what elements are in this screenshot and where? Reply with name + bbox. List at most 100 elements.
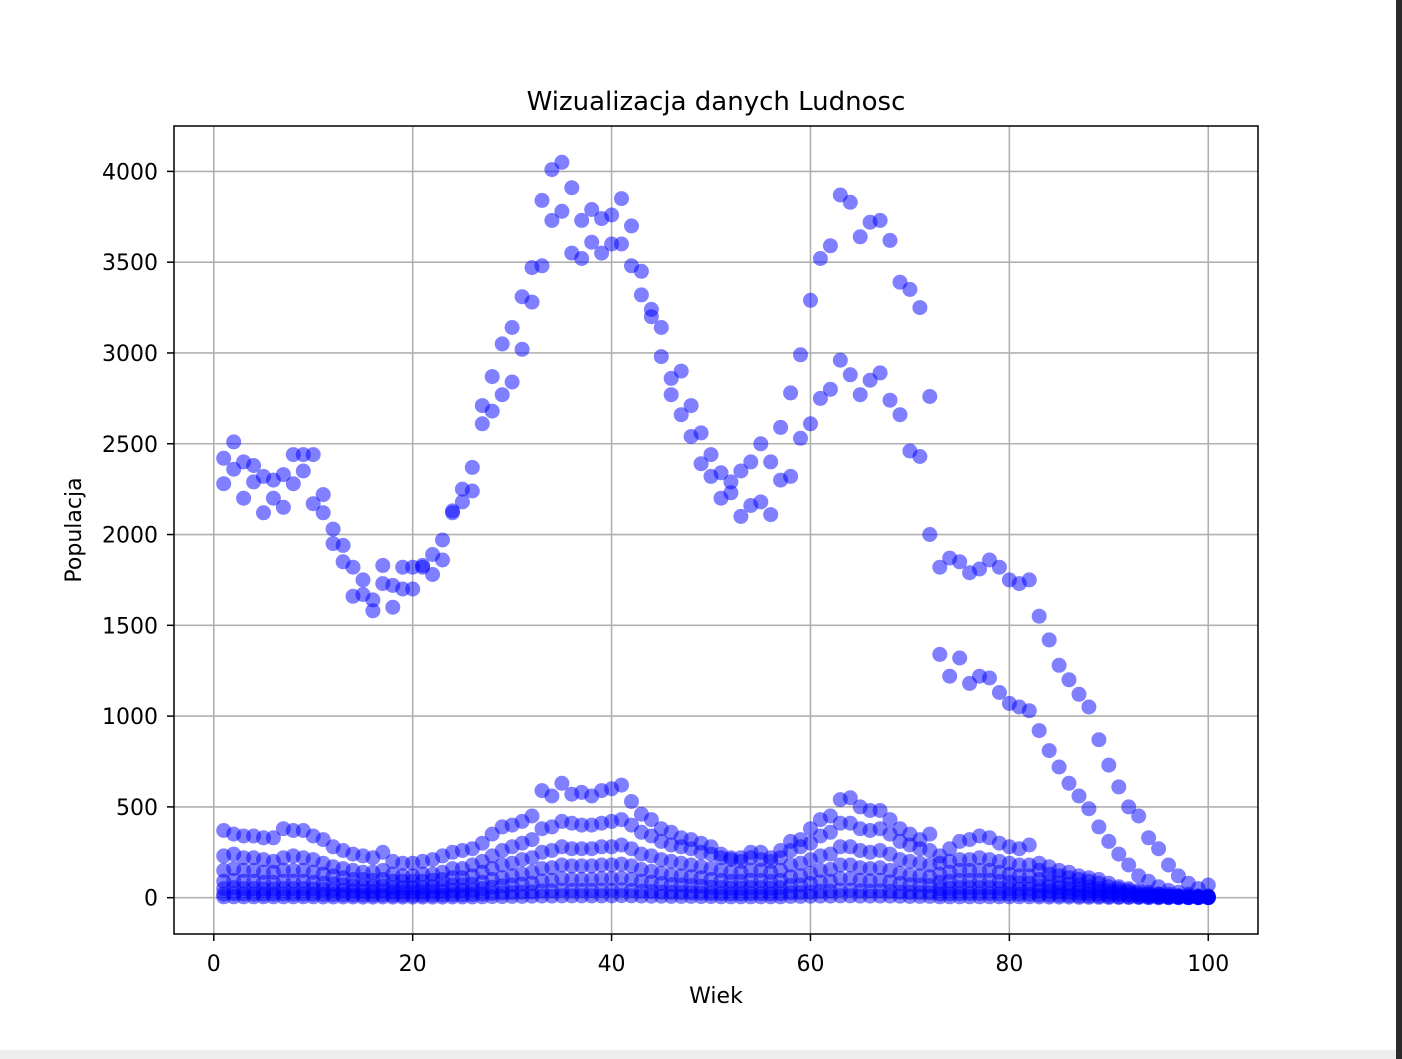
data-point	[325, 521, 341, 537]
data-point	[653, 320, 669, 335]
data-point	[256, 505, 271, 521]
data-point	[882, 812, 898, 828]
data-point	[474, 416, 490, 432]
data-point	[882, 232, 898, 248]
chart-title: Wizualizacja danych Ludnosc	[527, 87, 906, 117]
data-point	[1121, 799, 1137, 815]
data-point	[793, 347, 808, 363]
data-point	[275, 467, 291, 483]
data-point	[624, 794, 639, 809]
data-point	[991, 685, 1007, 700]
data-point	[275, 499, 291, 515]
data-point	[335, 554, 351, 570]
data-point	[375, 557, 391, 573]
data-points	[216, 154, 1216, 906]
data-point	[246, 474, 262, 490]
data-point	[524, 294, 540, 310]
data-point	[643, 812, 659, 828]
data-point	[216, 450, 232, 466]
plot-frame	[173, 125, 1259, 935]
data-point	[534, 258, 550, 274]
data-point	[614, 236, 629, 252]
x-tick-label: 80	[995, 952, 1023, 977]
data-point	[1161, 857, 1176, 873]
data-point	[594, 245, 610, 261]
bottom-strip	[0, 1050, 1396, 1059]
data-point	[753, 436, 769, 452]
y-tick-label: 2000	[102, 524, 158, 549]
x-tick-label: 60	[796, 952, 824, 977]
data-point	[226, 461, 242, 477]
data-point	[226, 434, 242, 450]
data-point	[1200, 877, 1216, 893]
data-point	[773, 419, 789, 435]
data-point	[614, 191, 629, 207]
data-point	[653, 349, 669, 365]
data-point	[1061, 672, 1077, 688]
data-point	[882, 392, 898, 408]
data-point	[534, 192, 550, 208]
data-point	[991, 559, 1007, 575]
data-point	[703, 468, 719, 484]
data-point	[922, 843, 938, 858]
data-point	[315, 487, 331, 503]
data-point	[673, 407, 689, 423]
data-point	[1200, 890, 1216, 906]
data-point	[425, 567, 441, 582]
data-point	[315, 505, 331, 521]
y-tick-label: 1000	[102, 705, 158, 730]
data-point	[783, 468, 799, 484]
data-point	[942, 668, 958, 684]
data-point	[385, 599, 401, 615]
y-tick-label: 2500	[102, 433, 158, 458]
x-tick-label: 100	[1187, 952, 1229, 977]
data-point	[265, 830, 281, 846]
data-point	[693, 456, 709, 472]
data-point	[484, 403, 500, 419]
data-point	[1031, 723, 1047, 739]
data-point	[822, 824, 838, 840]
data-point	[822, 381, 838, 397]
data-point	[822, 238, 838, 254]
data-point	[803, 416, 818, 432]
data-point	[375, 844, 391, 860]
data-point	[1151, 841, 1167, 857]
data-point	[852, 387, 868, 403]
data-point	[454, 494, 470, 510]
data-point	[464, 459, 480, 475]
data-point	[355, 572, 371, 588]
data-point	[1111, 779, 1127, 795]
data-point	[265, 490, 281, 506]
y-tick-label: 0	[144, 887, 158, 912]
data-point	[1131, 808, 1147, 824]
x-tick-label: 0	[207, 952, 221, 977]
data-point	[842, 367, 858, 383]
data-point	[723, 485, 739, 501]
data-point	[643, 309, 659, 325]
data-point	[435, 552, 450, 568]
data-point	[922, 527, 938, 542]
data-point	[236, 490, 252, 506]
data-point	[494, 336, 510, 352]
data-point	[952, 650, 968, 666]
data-point	[922, 826, 938, 842]
data-point	[683, 398, 699, 414]
y-tick-label: 3000	[102, 342, 158, 367]
x-axis-label: Wiek	[689, 984, 743, 1009]
y-tick-label: 3500	[102, 251, 158, 276]
data-point	[504, 320, 520, 335]
data-point	[464, 483, 480, 499]
data-point	[474, 835, 490, 851]
data-point	[1051, 759, 1067, 775]
data-point	[952, 554, 968, 570]
data-point	[325, 536, 341, 552]
data-point	[793, 430, 808, 446]
data-point	[723, 474, 739, 490]
data-point	[405, 581, 421, 597]
data-point	[285, 476, 301, 492]
data-point	[1071, 788, 1087, 804]
data-point	[305, 447, 321, 463]
data-point	[912, 300, 928, 316]
data-point	[703, 447, 719, 463]
